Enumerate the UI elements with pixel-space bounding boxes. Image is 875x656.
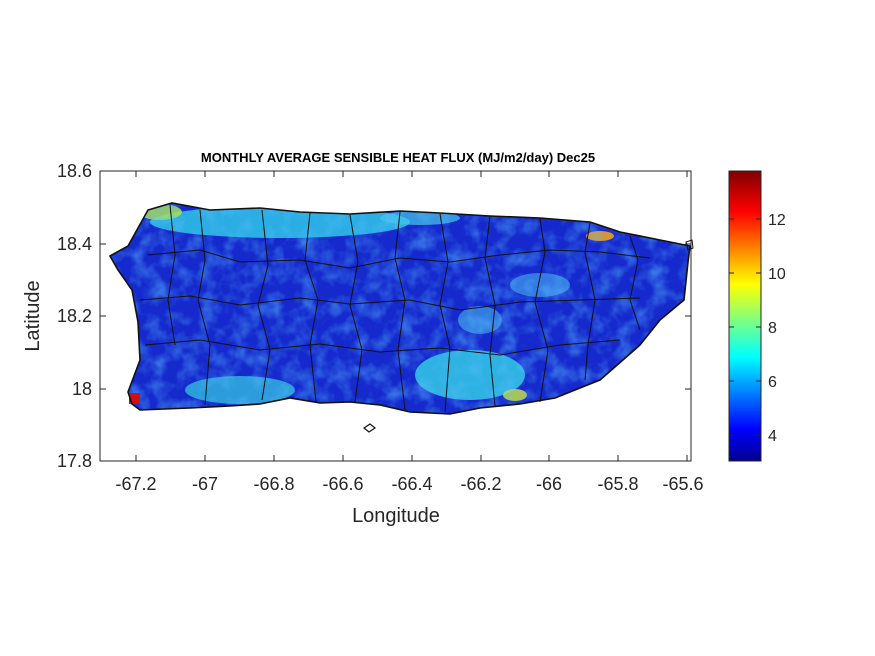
colorbar-tick-label: 4: [768, 428, 777, 445]
x-tick-label: -66.8: [253, 474, 294, 494]
x-tick-label: -67: [192, 474, 218, 494]
x-tick-label: -66: [536, 474, 562, 494]
chart-title: MONTHLY AVERAGE SENSIBLE HEAT FLUX (MJ/m…: [201, 150, 595, 165]
y-tick-labels: 17.8 18 18.2 18.4 18.6: [57, 161, 92, 471]
x-tick-label: -65.8: [597, 474, 638, 494]
y-tick-label: 18: [72, 379, 92, 399]
x-tick-label: -66.2: [460, 474, 501, 494]
colorbar-tick-label: 8: [768, 320, 777, 337]
islet-northeast: [685, 239, 694, 251]
x-axis-label: Longitude: [352, 505, 440, 527]
x-tick-labels: -67.2 -67 -66.8 -66.6 -66.4 -66.2 -66 -6…: [115, 474, 703, 494]
y-tick-marks: [100, 170, 691, 462]
colorbar-tick-label: 12: [768, 212, 786, 229]
island-outline: [108, 202, 691, 415]
x-tick-label: -66.4: [391, 474, 432, 494]
y-tick-label: 18.2: [57, 306, 92, 326]
colorbar-tick-label: 6: [768, 374, 777, 391]
colorbar-gradient: [728, 170, 762, 462]
y-tick-label: 18.4: [57, 234, 92, 254]
colorbar: 4 6 8 10 12: [728, 170, 786, 462]
southwest-hot-spot: [129, 393, 140, 404]
x-tick-label: -67.2: [115, 474, 156, 494]
x-tick-marks: [135, 171, 688, 461]
municipal-boundaries: [139, 204, 651, 413]
islet-south: [362, 423, 377, 433]
colorbar-ticks: [729, 218, 761, 436]
y-tick-label: 17.8: [57, 451, 92, 471]
x-tick-label: -65.6: [662, 474, 703, 494]
heat-map: [108, 202, 694, 433]
y-tick-label: 18.6: [57, 161, 92, 181]
x-tick-label: -66.6: [322, 474, 363, 494]
y-axis-label: Latitude: [22, 280, 44, 351]
colorbar-tick-label: 10: [768, 266, 786, 283]
